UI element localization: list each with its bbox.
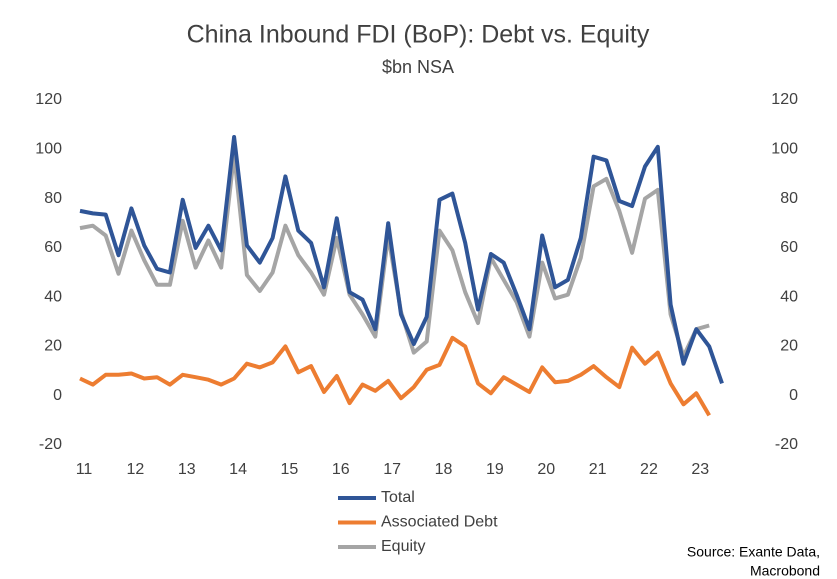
x-tick-label: 18 [435,461,453,478]
x-tick-label: 14 [229,461,247,478]
x-tick-label: 13 [178,461,196,478]
legend-label: Associated Debt [381,514,498,531]
chart-title: China Inbound FDI (BoP): Debt vs. Equity [187,21,650,49]
y2-tick-label: 60 [780,239,798,256]
x-tick-label: 17 [383,461,401,478]
y2-tick-label: -20 [775,436,798,453]
series-line [79,335,711,417]
y-tick-label: 100 [35,141,62,158]
y2-tick-label: 100 [771,141,798,158]
y2-tick-label: 80 [780,190,798,207]
y2-tick-label: 120 [771,91,798,108]
source: Macrobond [750,563,820,579]
y-tick-label: 0 [53,387,62,404]
x-tick-label: 19 [486,461,504,478]
series-line [79,135,724,385]
x-tick-label: 11 [76,461,93,478]
y-tick-label: 120 [35,91,62,108]
y-tick-label: 40 [44,288,62,305]
x-tick-label: 21 [589,461,607,478]
x-tick-label: 15 [281,461,299,478]
x-tick-label: 20 [537,461,555,478]
legend-label: Equity [381,538,425,555]
x-tick-label: 23 [691,461,709,478]
x-tick-label: 16 [332,461,350,478]
y-tick-label: 80 [44,190,62,207]
source: Source: Exante Data, [687,544,820,560]
chart-subtitle: $bn NSA [382,57,454,77]
y2-tick-label: 40 [780,288,798,305]
y-tick-label: -20 [39,436,62,453]
x-tick-label: 22 [640,461,658,478]
y-tick-label: 60 [44,239,62,256]
legend-label: Total [381,489,415,506]
y2-tick-label: 0 [789,387,798,404]
y-tick-label: 20 [44,338,62,355]
x-tick-label: 12 [126,461,144,478]
y2-tick-label: 20 [780,338,798,355]
